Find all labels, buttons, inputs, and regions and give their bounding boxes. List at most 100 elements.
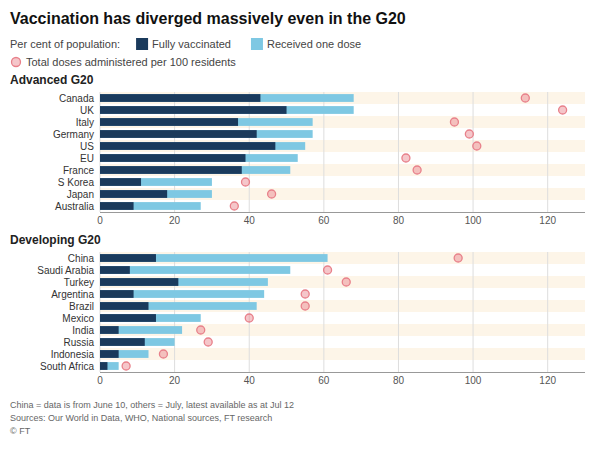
category-label: Mexico xyxy=(62,313,94,324)
tick-label: 40 xyxy=(244,215,256,226)
bar xyxy=(100,190,212,198)
bar xyxy=(100,290,264,298)
bar xyxy=(100,362,107,370)
tick-label: 120 xyxy=(539,215,556,226)
bar xyxy=(100,338,175,346)
bar xyxy=(100,302,149,310)
footnote: © FT xyxy=(10,426,31,436)
legend-marker xyxy=(12,58,21,67)
dot xyxy=(204,338,212,346)
dot xyxy=(242,178,250,186)
legend-label: Received one dose xyxy=(267,38,361,50)
category-label: Italy xyxy=(76,117,94,128)
bar xyxy=(100,326,119,334)
x-axis-line xyxy=(100,212,585,213)
category-label: Saudi Arabia xyxy=(37,265,94,276)
bar xyxy=(100,290,134,298)
category-label: Germany xyxy=(53,129,94,140)
dot xyxy=(159,350,167,358)
bar xyxy=(100,302,257,310)
row-stripe xyxy=(100,300,585,312)
grid-line xyxy=(398,92,399,212)
category-label: EU xyxy=(80,153,94,164)
category-label: US xyxy=(80,141,94,152)
x-axis-line xyxy=(100,372,585,373)
bar xyxy=(100,314,201,322)
dot xyxy=(268,190,276,198)
panel-title: Developing G20 xyxy=(10,233,101,247)
bar xyxy=(100,118,313,126)
bar xyxy=(100,278,178,286)
dot xyxy=(197,326,205,334)
bar xyxy=(100,154,298,162)
dot xyxy=(230,202,238,210)
bar xyxy=(100,106,287,114)
bar xyxy=(100,326,182,334)
category-label: Russia xyxy=(63,337,94,348)
row-stripe xyxy=(100,164,585,176)
category-label: Australia xyxy=(55,201,94,212)
dot xyxy=(122,362,130,370)
bar xyxy=(100,338,145,346)
dot xyxy=(342,278,350,286)
legend-label: Total doses administered per 100 residen… xyxy=(26,56,236,68)
grid-line xyxy=(547,92,548,212)
legend-label: Fully vaccinated xyxy=(152,38,231,50)
bar xyxy=(100,166,290,174)
category-label: India xyxy=(72,325,94,336)
footnote: China = data is from June 10, others = J… xyxy=(10,400,294,410)
category-label: Turkey xyxy=(64,277,94,288)
footnote: Sources: Our World in Data, WHO, Nationa… xyxy=(10,413,272,423)
category-label: UK xyxy=(80,105,94,116)
marks xyxy=(100,254,462,370)
tick-label: 80 xyxy=(393,375,405,386)
title: Vaccination has diverged massively even … xyxy=(10,10,406,27)
bar xyxy=(100,350,119,358)
category-label: Indonesia xyxy=(51,349,95,360)
legend-swatch xyxy=(251,38,263,50)
tick-label: 0 xyxy=(97,375,103,386)
row-stripe xyxy=(100,188,585,200)
category-label: S Korea xyxy=(58,177,95,188)
bar xyxy=(100,166,242,174)
dot xyxy=(454,254,462,262)
category-label: Brazil xyxy=(69,301,94,312)
row-stripe xyxy=(100,348,585,360)
bar xyxy=(100,202,201,210)
row-stripe xyxy=(100,116,585,128)
bar xyxy=(100,154,246,162)
bar xyxy=(100,118,238,126)
panel-title: Advanced G20 xyxy=(10,73,94,87)
marks xyxy=(100,94,567,210)
tick-label: 120 xyxy=(539,375,556,386)
bar xyxy=(100,254,328,262)
category-label: China xyxy=(68,253,95,264)
dot xyxy=(301,290,309,298)
dot xyxy=(450,118,458,126)
bar xyxy=(100,190,167,198)
tick-label: 0 xyxy=(97,215,103,226)
dot xyxy=(521,94,529,102)
bar xyxy=(100,130,313,138)
category-label: Japan xyxy=(67,189,94,200)
tick-label: 100 xyxy=(465,215,482,226)
tick-label: 60 xyxy=(318,375,330,386)
dot xyxy=(245,314,253,322)
row-stripe xyxy=(100,324,585,336)
subtitle: Per cent of population: xyxy=(10,38,120,50)
tick-label: 60 xyxy=(318,215,330,226)
tick-label: 80 xyxy=(393,215,405,226)
tick-label: 20 xyxy=(169,215,181,226)
row-stripe xyxy=(100,92,585,104)
dot xyxy=(301,302,309,310)
chart-figure: Vaccination has diverged massively even … xyxy=(0,0,600,450)
bar xyxy=(100,202,134,210)
dot xyxy=(402,154,410,162)
bar xyxy=(100,314,156,322)
row-stripe xyxy=(100,276,585,288)
grid-line xyxy=(398,252,399,372)
bar xyxy=(100,278,268,286)
dot xyxy=(465,130,473,138)
bar xyxy=(100,266,290,274)
bar xyxy=(100,142,275,150)
